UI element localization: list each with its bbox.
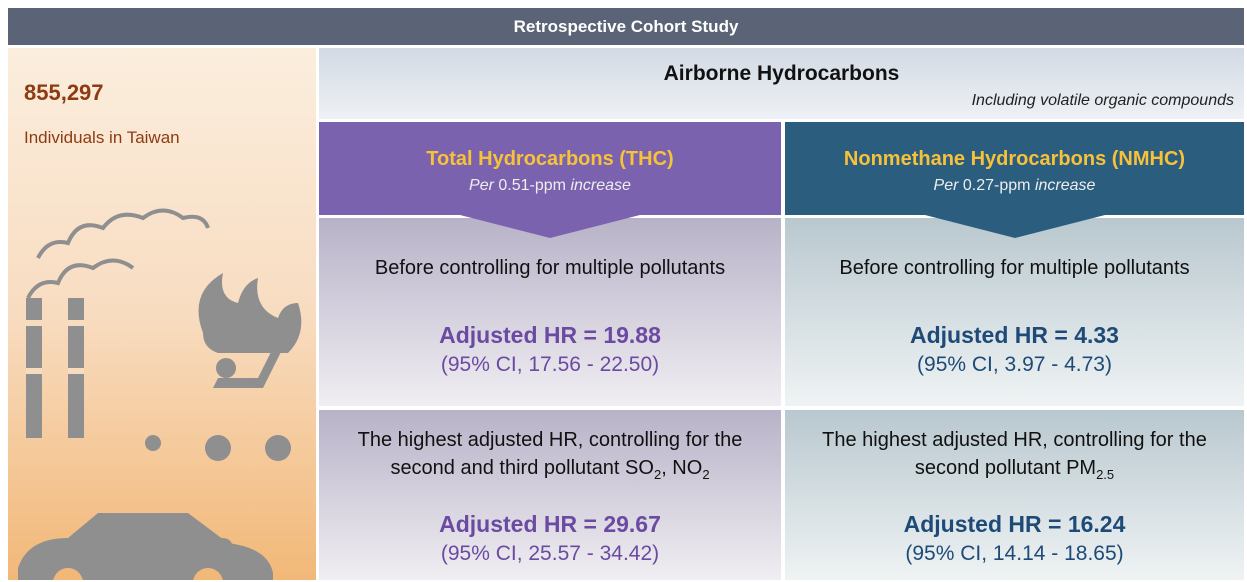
column-header: Nonmethane Hydrocarbons (NMHC) Per 0.27-…: [785, 122, 1244, 215]
confidence-interval: (95% CI, 17.56 - 22.50): [319, 353, 781, 377]
study-title: Retrospective Cohort Study: [514, 17, 739, 37]
subscript: 2.5: [1096, 467, 1114, 482]
confidence-interval: (95% CI, 14.14 - 18.65): [785, 542, 1244, 566]
unit-pre: Per: [469, 177, 494, 194]
page-body: {"header": {"title": "Retrospective Coho…: [0, 0, 1247, 582]
caption-text: , NO: [661, 457, 702, 479]
population-label: Individuals in Taiwan: [24, 128, 180, 148]
panel-caption: The highest adjusted HR, controlling for…: [340, 426, 760, 489]
study-banner: Retrospective Cohort Study: [8, 8, 1244, 45]
exposure-title: Airborne Hydrocarbons: [319, 62, 1244, 86]
exposure-subtitle: Including volatile organic compounds: [972, 92, 1234, 110]
panel-caption: Before controlling for multiple pollutan…: [805, 254, 1225, 282]
before-panel: Before controlling for multiple pollutan…: [319, 218, 781, 406]
panel-caption: The highest adjusted HR, controlling for…: [805, 426, 1225, 489]
subscript: 2: [702, 467, 709, 482]
adjusted-panel: The highest adjusted HR, controlling for…: [319, 410, 781, 580]
caption-text: The highest adjusted HR, controlling for…: [822, 429, 1207, 479]
hazard-ratio: Adjusted HR = 16.24: [785, 511, 1244, 538]
unit-pre: Per: [934, 177, 959, 194]
unit-value: 0.51-ppm: [498, 177, 566, 194]
unit-value: 0.27-ppm: [963, 177, 1031, 194]
column-unit: Per 0.51-ppm increase: [319, 177, 781, 195]
column-title: Total Hydrocarbons (THC): [319, 148, 781, 171]
hazard-ratio: Adjusted HR = 29.67: [319, 511, 781, 538]
hazard-ratio: Adjusted HR = 4.33: [785, 322, 1244, 349]
exposure-header: Airborne Hydrocarbons Including volatile…: [319, 48, 1244, 119]
confidence-interval: (95% CI, 3.97 - 4.73): [785, 353, 1244, 377]
column-unit: Per 0.27-ppm increase: [785, 177, 1244, 195]
unit-post: increase: [570, 177, 630, 194]
adjusted-panel: The highest adjusted HR, controlling for…: [785, 410, 1244, 580]
panel-caption: Before controlling for multiple pollutan…: [340, 254, 760, 282]
hazard-ratio: Adjusted HR = 19.88: [319, 322, 781, 349]
unit-post: increase: [1035, 177, 1095, 194]
confidence-interval: (95% CI, 25.57 - 34.42): [319, 542, 781, 566]
column-header: Total Hydrocarbons (THC) Per 0.51-ppm in…: [319, 122, 781, 215]
page: Retrospective Cohort Study html, body { …: [0, 0, 1247, 582]
column-title: Nonmethane Hydrocarbons (NMHC): [785, 148, 1244, 171]
population-count: 855,297: [24, 80, 104, 106]
before-panel: Before controlling for multiple pollutan…: [785, 218, 1244, 406]
